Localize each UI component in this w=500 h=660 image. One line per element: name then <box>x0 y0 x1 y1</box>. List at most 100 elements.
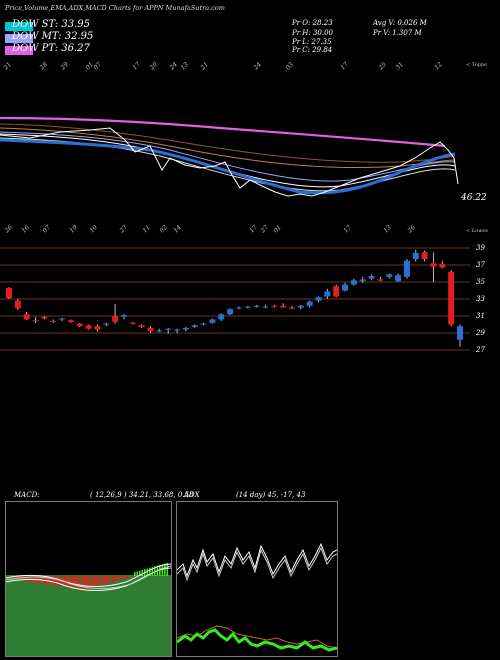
macd-bar-neg <box>131 576 134 577</box>
candle-body <box>41 316 48 319</box>
adx-line-white-1 <box>177 542 337 578</box>
bottom-tick-label: 11 <box>141 224 151 234</box>
macd-bar-neg <box>129 576 131 578</box>
top-tick-label: 03 <box>284 61 294 71</box>
adx-plus-di <box>177 625 337 649</box>
y-tick-39: 39 <box>476 244 485 252</box>
macd-bar-pos <box>154 566 156 576</box>
ema-pt-line <box>0 116 446 148</box>
macd-bar-pos <box>134 572 136 576</box>
top-tick-label: 31 <box>394 61 404 71</box>
ema-price-label: 46.22 <box>461 193 487 203</box>
top-tick-label: 21 <box>2 61 13 72</box>
macd-bar-neg <box>71 576 74 588</box>
macd-bar-pos <box>151 567 154 576</box>
candle-body <box>76 323 83 327</box>
candle-body <box>297 305 304 308</box>
bottom-tick-label: 07 <box>41 224 51 234</box>
macd-bar-neg <box>26 576 29 582</box>
candle-body <box>120 315 127 317</box>
top-tick-label: 25 <box>377 61 388 72</box>
macd-bar-pos <box>139 570 141 576</box>
candle-body <box>271 305 278 307</box>
top-tick-label: 21 <box>199 61 210 72</box>
ema-slow-2 <box>0 127 456 169</box>
ema-slow-1 <box>0 123 456 163</box>
y-tick-31: 31 <box>476 312 485 320</box>
stat-close: Pr C: 29.84 <box>292 46 333 54</box>
top-tick-label: 29 <box>59 61 70 72</box>
candle-body <box>253 305 260 307</box>
macd-bar-neg <box>69 576 71 588</box>
bottom-tick-label: 27 <box>118 224 129 235</box>
candle-body <box>218 314 225 320</box>
macd-bar-pos <box>159 565 161 576</box>
macd-bar-neg <box>51 576 54 586</box>
macd-bar-pos <box>136 571 139 576</box>
macd-bar-neg <box>74 576 76 589</box>
top-panel-tag: < Toppe <box>466 62 488 68</box>
macd-bar-neg <box>56 576 59 586</box>
candle-body <box>227 309 234 315</box>
chart-title: Price,Volume,EMA,ADX,MACD Charts for APP… <box>5 4 225 12</box>
candle-body <box>244 306 251 308</box>
candle-body <box>156 330 163 332</box>
candle-body <box>395 275 402 282</box>
bottom-tick-label: 26 <box>3 224 14 235</box>
top-tick-label: 17 <box>131 61 141 71</box>
adx-minus-di <box>177 628 337 652</box>
macd-bar-pos <box>149 567 151 576</box>
candle-body <box>191 325 198 328</box>
macd-bar-neg <box>124 576 126 579</box>
macd-line-1 <box>6 563 171 587</box>
macd-bar-neg <box>79 576 81 589</box>
candle-body <box>457 326 463 340</box>
macd-bar-neg <box>104 576 106 585</box>
macd-bar-neg <box>81 576 84 590</box>
y-tick-29: 29 <box>476 329 485 337</box>
candle-body <box>94 326 101 330</box>
top-tick-label: 12 <box>433 61 443 71</box>
macd-bar-pos <box>161 564 164 576</box>
candles <box>6 249 463 347</box>
macd-bar-neg <box>24 576 26 581</box>
macd-bar-neg <box>109 576 111 583</box>
candle-body <box>377 279 384 281</box>
top-tick-label: 17 <box>339 61 349 71</box>
price-gridlines <box>0 247 470 351</box>
candle-body <box>368 276 375 279</box>
bottom-tick-label: 19 <box>68 224 78 234</box>
candle-body <box>439 264 446 268</box>
macd-bar-neg <box>111 576 114 583</box>
macd-bar-neg <box>101 576 104 586</box>
candle-body <box>350 280 357 285</box>
macd-bar-neg <box>126 576 129 579</box>
ema-st-line <box>0 138 456 195</box>
top-tick-label: 13 <box>179 61 189 71</box>
candle-body <box>182 327 189 330</box>
candle-body <box>103 323 110 325</box>
y-tick-37: 37 <box>476 261 485 269</box>
legend-swatch-st <box>5 22 33 31</box>
candle-body <box>50 321 57 323</box>
bottom-tick-label: 26 <box>406 224 417 235</box>
macd-bar-neg <box>66 576 69 588</box>
macd-bar-pos <box>141 569 144 576</box>
candle-body <box>288 307 295 309</box>
macd-bar-neg <box>121 576 124 580</box>
macd-bar-neg <box>86 576 89 590</box>
macd-bar-neg <box>54 576 56 586</box>
ema-mt-line <box>0 131 456 182</box>
candle-body <box>85 325 92 329</box>
adx-chart <box>177 542 337 652</box>
candle-body <box>448 271 455 325</box>
candle-body <box>174 329 181 331</box>
macd-bar-neg <box>94 576 96 588</box>
price-line <box>0 127 459 197</box>
candle-body <box>324 291 331 297</box>
candle-body <box>209 319 216 323</box>
macd-bar-neg <box>84 576 86 590</box>
macd-bar-neg <box>106 576 109 584</box>
